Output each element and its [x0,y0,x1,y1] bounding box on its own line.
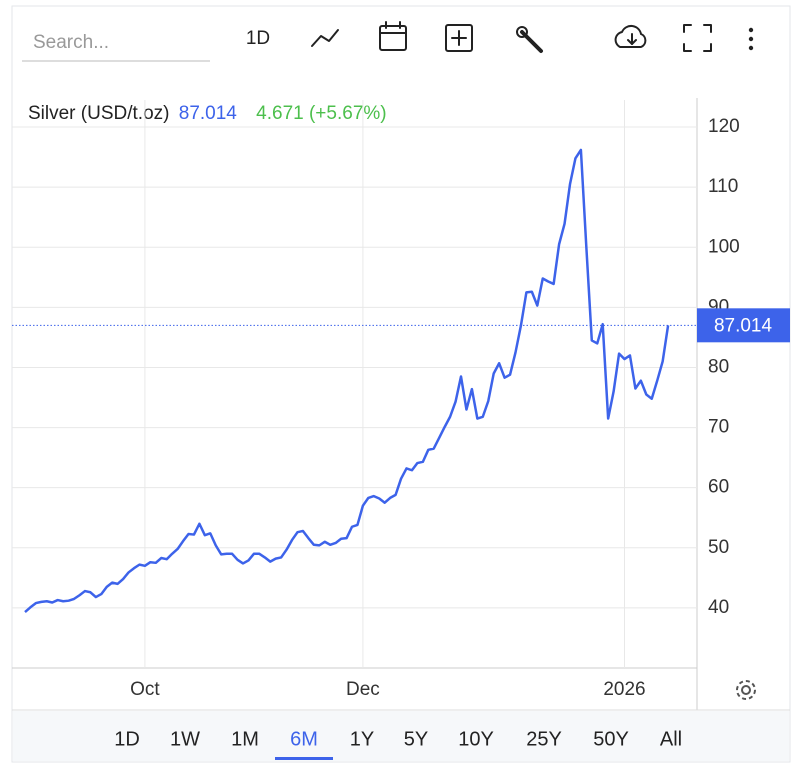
y-tick-label: 80 [708,356,729,377]
settings-wrench-icon[interactable] [516,26,543,53]
price-line [24,148,670,614]
last-price-label: 87.014 [714,315,773,336]
download-icon[interactable] [614,24,647,48]
range-button[interactable]: 5Y [404,728,428,750]
y-tick-label: 40 [708,597,729,618]
x-tick-label: 2026 [603,679,645,700]
range-button[interactable]: 1Y [350,728,374,750]
x-tick-label: Dec [346,679,380,700]
compare-icon[interactable] [445,24,473,52]
last-price-tag [697,308,790,343]
range-button[interactable]: 50Y [593,728,629,750]
range-button[interactable]: 25Y [526,728,562,750]
y-tick-label: 110 [708,176,738,197]
active-underline [275,757,333,760]
search-box[interactable]: Search... [33,32,109,53]
y-tick-label: 70 [708,417,729,438]
range-bar [13,711,789,761]
more-menu-icon[interactable] [748,27,754,51]
chart-type-icon[interactable] [311,29,339,47]
y-tick-label: 50 [708,537,729,558]
series-name: Silver (USD/t.oz) [28,103,169,124]
range-button[interactable]: 1W [170,728,200,750]
range-button[interactable]: 1D [114,728,140,750]
y-tick-label: 60 [708,477,729,498]
interval-button[interactable]: 1D [246,28,270,49]
range-button[interactable]: All [660,728,682,750]
y-tick-label: 100 [708,236,740,257]
legend: Silver (USD/t.oz) 87.014 4.671 (+5.67%) [28,103,387,124]
plot: 87.014 [12,148,790,614]
range-button[interactable]: 10Y [458,728,494,750]
y-tick-label: 120 [708,116,740,137]
range-button[interactable]: 6M [290,728,318,750]
range-button[interactable]: 1M [231,728,259,750]
calendar-icon[interactable] [379,21,407,51]
fullscreen-icon[interactable] [683,24,712,52]
gear-icon[interactable] [736,680,756,700]
last-value: 87.014 [179,103,238,124]
change: 4.671 (+5.67%) [256,103,386,124]
x-tick-label: Oct [130,679,160,700]
range-buttons: 1D 1W 1M 6M 1Y 5Y 10Y 25Y 50Y All [114,728,682,760]
widget-frame [11,5,791,763]
